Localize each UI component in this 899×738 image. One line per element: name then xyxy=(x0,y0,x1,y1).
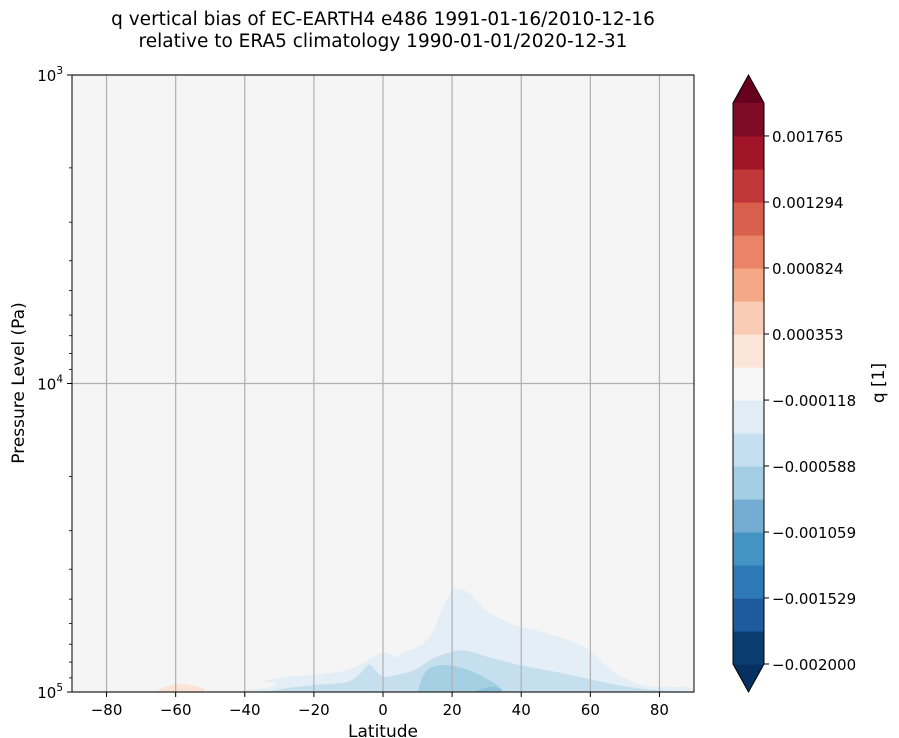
colorbar-band-12 xyxy=(733,235,764,269)
colorbar-band-9 xyxy=(733,334,764,368)
contour-region-0 xyxy=(148,684,206,692)
colorbar-tick-label-2: −0.001059 xyxy=(772,524,856,542)
y-axis-label: Pressure Level (Pa) xyxy=(9,302,29,463)
y-tick-label-0: 103 xyxy=(37,65,63,85)
colorbar-band-7 xyxy=(733,400,764,434)
bias-contours xyxy=(148,588,694,692)
colorbar: −0.002000 −0.001529 −0.001059 −0.000588 −0.0… xyxy=(732,73,856,694)
colorbar-band-0 xyxy=(733,631,764,665)
colorbar-band-15 xyxy=(733,136,764,170)
colorbar-band-6 xyxy=(733,433,764,467)
colorbar-label: q [1] xyxy=(869,363,889,403)
colorbar-band-13 xyxy=(733,202,764,236)
colorbar-band-14 xyxy=(733,169,764,203)
x-axis-label: Latitude xyxy=(348,722,418,738)
colorbar-band-3 xyxy=(733,532,764,566)
colorbar-band-16 xyxy=(733,103,764,137)
colorbar-band-1 xyxy=(733,598,764,632)
contour-region-3 xyxy=(265,650,694,692)
contour-region-2 xyxy=(234,588,694,692)
colorbar-extend-high xyxy=(733,75,764,103)
x-tick-label-3: −20 xyxy=(298,701,330,719)
x-tick-label-1: −60 xyxy=(160,701,192,719)
x-tick-label-4: 0 xyxy=(378,701,388,719)
x-tick-label-2: −40 xyxy=(229,701,261,719)
x-tick-label-6: 40 xyxy=(512,701,531,719)
colorbar-tick-label-3: −0.000588 xyxy=(772,458,856,476)
x-tick-label-5: 20 xyxy=(443,701,462,719)
colorbar-tick-label-6: 0.000824 xyxy=(772,260,844,278)
x-tick-label-0: −80 xyxy=(91,701,123,719)
colorbar-tick-label-0: −0.002000 xyxy=(772,656,856,674)
chart-title-line-2: relative to ERA5 climatology 1990-01-01/… xyxy=(139,31,628,52)
y-tick-label-2: 105 xyxy=(37,682,63,702)
colorbar-band-5 xyxy=(733,466,764,500)
colorbar-tick-label-8: 0.001765 xyxy=(772,128,844,146)
x-tick-label-8: 80 xyxy=(650,701,669,719)
x-axis: −80 −60 −40 −20 0 20 40 60 80 xyxy=(91,692,669,719)
colorbar-band-11 xyxy=(733,268,764,302)
colorbar-tick-label-1: −0.001529 xyxy=(772,590,856,608)
colorbar-band-4 xyxy=(733,499,764,533)
colorbar-tick-label-7: 0.001294 xyxy=(772,194,844,212)
chart-title-line-1: q vertical bias of EC-EARTH4 e486 1991-0… xyxy=(111,9,655,30)
y-tick-label-1: 104 xyxy=(37,374,63,394)
x-tick-label-7: 60 xyxy=(581,701,600,719)
colorbar-extend-low xyxy=(733,664,764,692)
contour-region-4 xyxy=(417,664,503,692)
colorbar-tick-label-5: 0.000353 xyxy=(772,326,844,344)
colorbar-band-8 xyxy=(733,367,764,401)
colorbar-band-10 xyxy=(733,301,764,335)
colorbar-tick-label-4: −0.000118 xyxy=(772,392,856,410)
contour-region-5 xyxy=(472,686,503,692)
colorbar-band-2 xyxy=(733,565,764,599)
y-axis: 103 104 105 xyxy=(37,65,72,702)
